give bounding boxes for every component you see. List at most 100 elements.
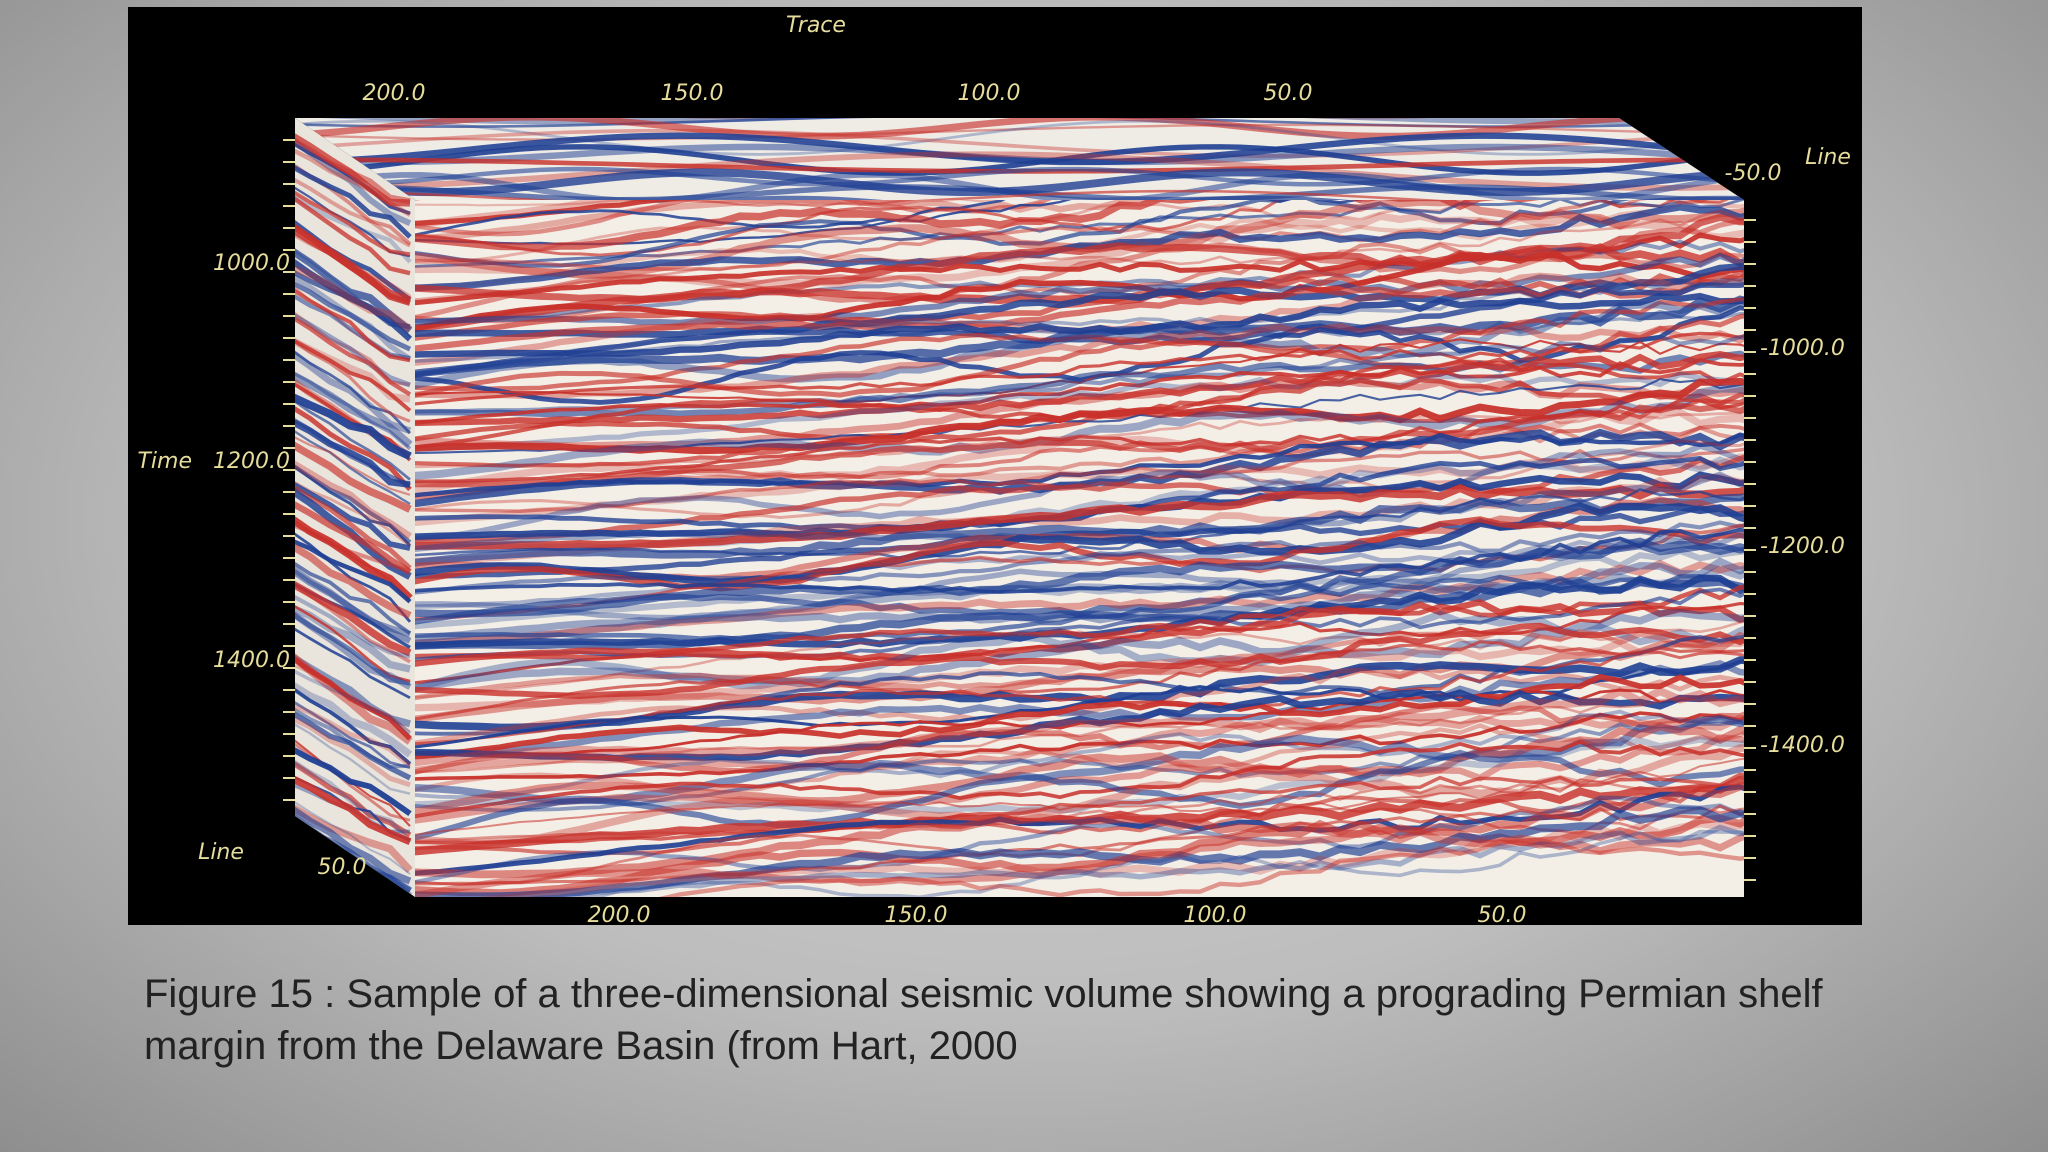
reflector — [295, 135, 412, 226]
reflector — [295, 246, 413, 334]
tick-label: 100.0 — [1184, 903, 1247, 928]
reflector — [415, 338, 1744, 403]
reflector — [415, 778, 1744, 856]
reflector — [295, 720, 411, 795]
tick-label: 150.0 — [661, 81, 724, 106]
tick-label: 50.0 — [318, 855, 367, 880]
reflector — [295, 482, 412, 570]
reflector — [295, 335, 411, 403]
reflector — [415, 703, 1744, 779]
reflector — [295, 151, 1744, 191]
reflector — [295, 651, 413, 745]
reflector — [415, 200, 1744, 269]
reflector — [415, 305, 1744, 405]
reflector — [415, 640, 1744, 723]
reflector — [415, 479, 1744, 551]
reflector — [295, 774, 412, 846]
reflector — [295, 380, 412, 462]
tick-label: 100.0 — [958, 81, 1021, 106]
reflector — [295, 193, 411, 276]
reflector — [295, 369, 412, 451]
reflector — [415, 709, 1744, 800]
reflector — [295, 403, 412, 492]
tick-label: -1000.0 — [1760, 336, 1845, 361]
reflector — [295, 143, 1744, 166]
reflector — [295, 685, 412, 766]
reflector — [415, 617, 1744, 700]
reflector — [415, 824, 1744, 897]
reflector — [295, 118, 1744, 125]
reflector — [415, 610, 1744, 697]
reflector — [295, 224, 412, 305]
reflector — [295, 370, 413, 448]
reflector — [295, 662, 411, 733]
reflector — [295, 166, 1744, 187]
reflector — [295, 144, 1744, 176]
reflector — [415, 200, 1744, 246]
tick-label: 1400.0 — [213, 648, 290, 673]
reflector — [295, 609, 412, 690]
reflector — [295, 349, 412, 434]
tick-label: 200.0 — [363, 81, 426, 106]
reflector — [415, 203, 1744, 292]
reflector — [295, 279, 412, 352]
reflector — [295, 314, 412, 397]
reflector — [415, 715, 1744, 804]
seismic-figure: Trace 200.0 150.0 100.0 50.0 Line -50.0 … — [128, 7, 1862, 928]
reflector — [415, 721, 1744, 796]
reflector — [295, 246, 411, 338]
reflector — [415, 502, 1744, 587]
reflector — [295, 709, 412, 781]
reflector — [415, 520, 1744, 610]
tick-label: -50.0 — [1725, 161, 1782, 186]
reflector — [415, 632, 1744, 712]
reflector — [415, 473, 1744, 565]
reflector — [415, 689, 1744, 762]
reflector — [295, 119, 1744, 156]
caption: Figure 15 : Sample of a three-dimensiona… — [144, 972, 1823, 1068]
reflector — [415, 559, 1744, 648]
reflector — [415, 270, 1744, 354]
reflector — [415, 453, 1744, 528]
reflector — [295, 146, 412, 217]
reflector — [415, 200, 1744, 227]
reflector — [295, 559, 412, 635]
reflector — [295, 602, 411, 683]
reflector — [295, 579, 412, 657]
reflector — [295, 566, 412, 644]
reflector — [415, 322, 1744, 399]
reflector — [295, 427, 411, 506]
reflector — [415, 200, 1744, 257]
reflector — [415, 707, 1744, 782]
reflector — [295, 667, 412, 735]
tick-label: 1200.0 — [213, 449, 290, 474]
reflector — [415, 827, 1744, 897]
reflector — [415, 602, 1744, 686]
reflector — [295, 592, 411, 659]
reflector — [415, 546, 1744, 631]
tick-marks — [283, 139, 1756, 881]
reflector — [295, 462, 412, 547]
reflector — [295, 680, 413, 758]
tick-label: 150.0 — [885, 903, 948, 928]
reflector — [415, 297, 1744, 392]
reflector — [415, 819, 1744, 897]
reflector — [295, 163, 412, 239]
reflector — [295, 392, 412, 460]
reflector — [295, 311, 411, 388]
reflector — [295, 537, 412, 604]
reflector — [295, 337, 411, 423]
reflector — [415, 200, 1744, 230]
reflector — [415, 673, 1744, 761]
reflector — [415, 218, 1744, 323]
reflector — [295, 758, 412, 838]
reflector — [295, 702, 412, 768]
reflector — [415, 200, 1744, 265]
reflectors-left — [295, 118, 413, 897]
reflector — [415, 309, 1744, 378]
reflector — [295, 715, 411, 788]
reflector — [415, 739, 1744, 821]
reflector — [295, 336, 412, 413]
reflector — [295, 439, 412, 513]
reflector — [295, 434, 411, 496]
